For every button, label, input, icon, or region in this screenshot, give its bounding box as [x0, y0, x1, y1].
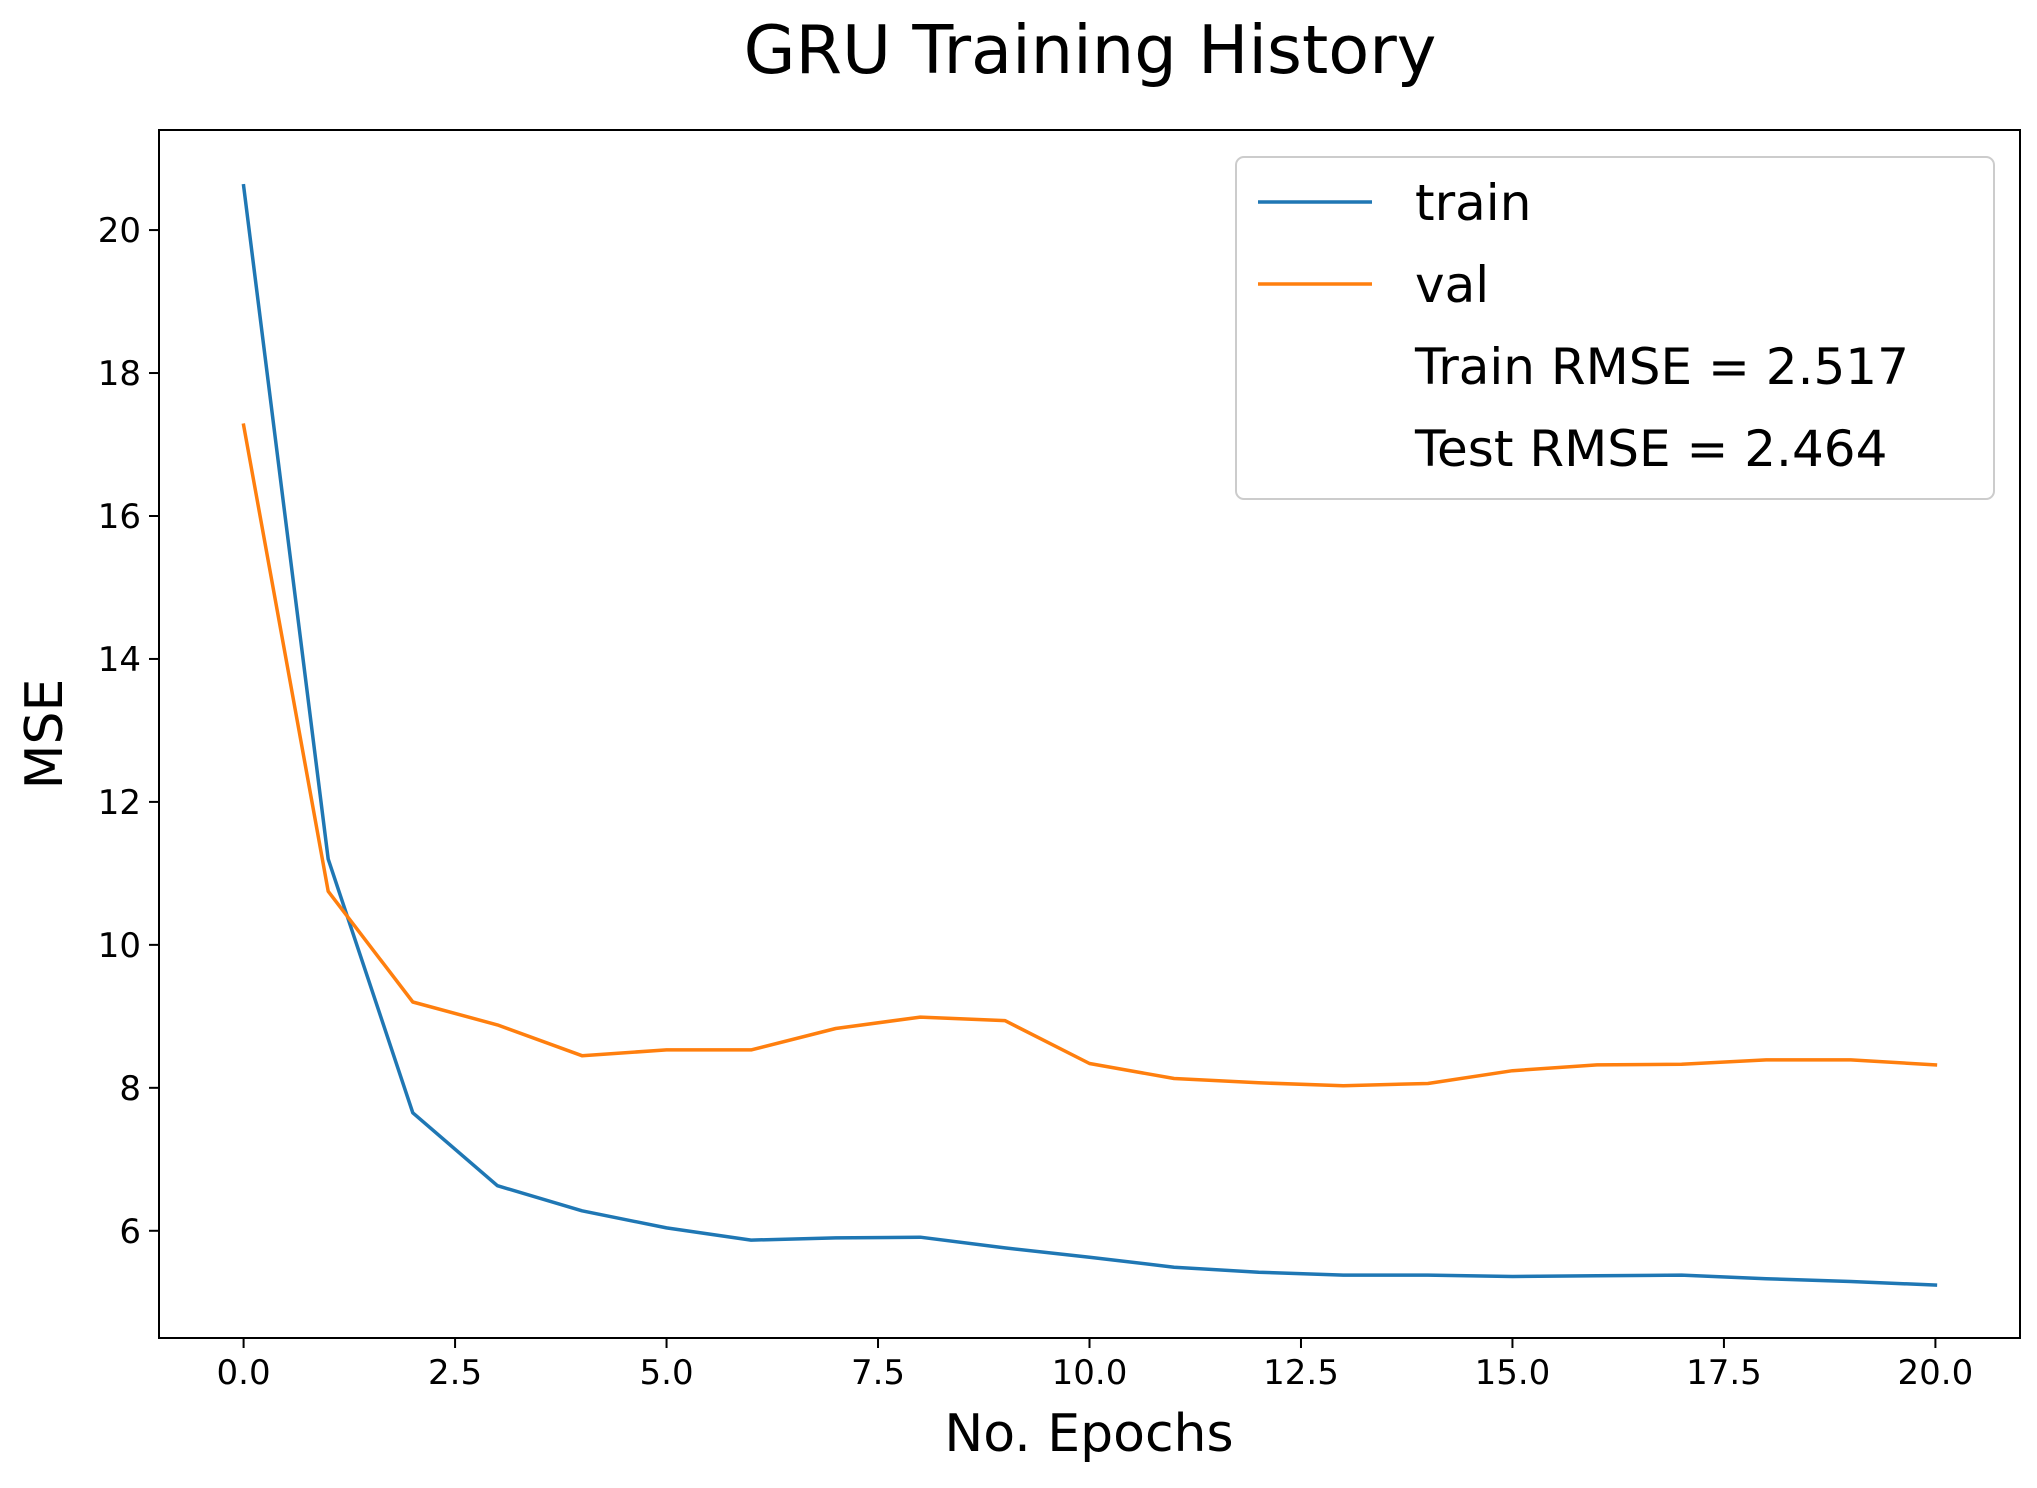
x-tick-label: 7.5	[851, 1353, 905, 1393]
y-tick-label: 18	[98, 354, 141, 394]
x-axis-title: No. Epochs	[944, 1404, 1233, 1464]
y-tick-label: 14	[98, 640, 141, 680]
y-tick-label: 6	[119, 1212, 141, 1252]
legend-label-train: train	[1415, 174, 1531, 232]
y-tick-label: 12	[98, 783, 141, 823]
x-tick-label: 5.0	[640, 1353, 694, 1393]
y-tick-label: 10	[98, 926, 141, 966]
y-tick-label: 8	[119, 1069, 141, 1109]
y-axis-title: MSE	[15, 679, 75, 790]
legend-annotation-train-rmse: Train RMSE = 2.517	[1414, 338, 1909, 396]
x-tick-label: 12.5	[1263, 1353, 1339, 1393]
legend-label-val: val	[1415, 256, 1489, 314]
y-tick-label: 20	[98, 211, 141, 251]
y-tick-label: 16	[98, 497, 141, 537]
x-tick-label: 2.5	[428, 1353, 482, 1393]
chart-title: GRU Training History	[744, 11, 1437, 89]
x-tick-label: 10.0	[1052, 1353, 1128, 1393]
legend: train val Train RMSE = 2.517 Test RMSE =…	[1236, 157, 1994, 499]
x-tick-label: 15.0	[1475, 1353, 1551, 1393]
x-tick-label: 20.0	[1898, 1353, 1974, 1393]
legend-annotation-test-rmse: Test RMSE = 2.464	[1414, 420, 1887, 478]
x-tick-label: 0.0	[217, 1353, 271, 1393]
x-tick-label: 17.5	[1686, 1353, 1762, 1393]
